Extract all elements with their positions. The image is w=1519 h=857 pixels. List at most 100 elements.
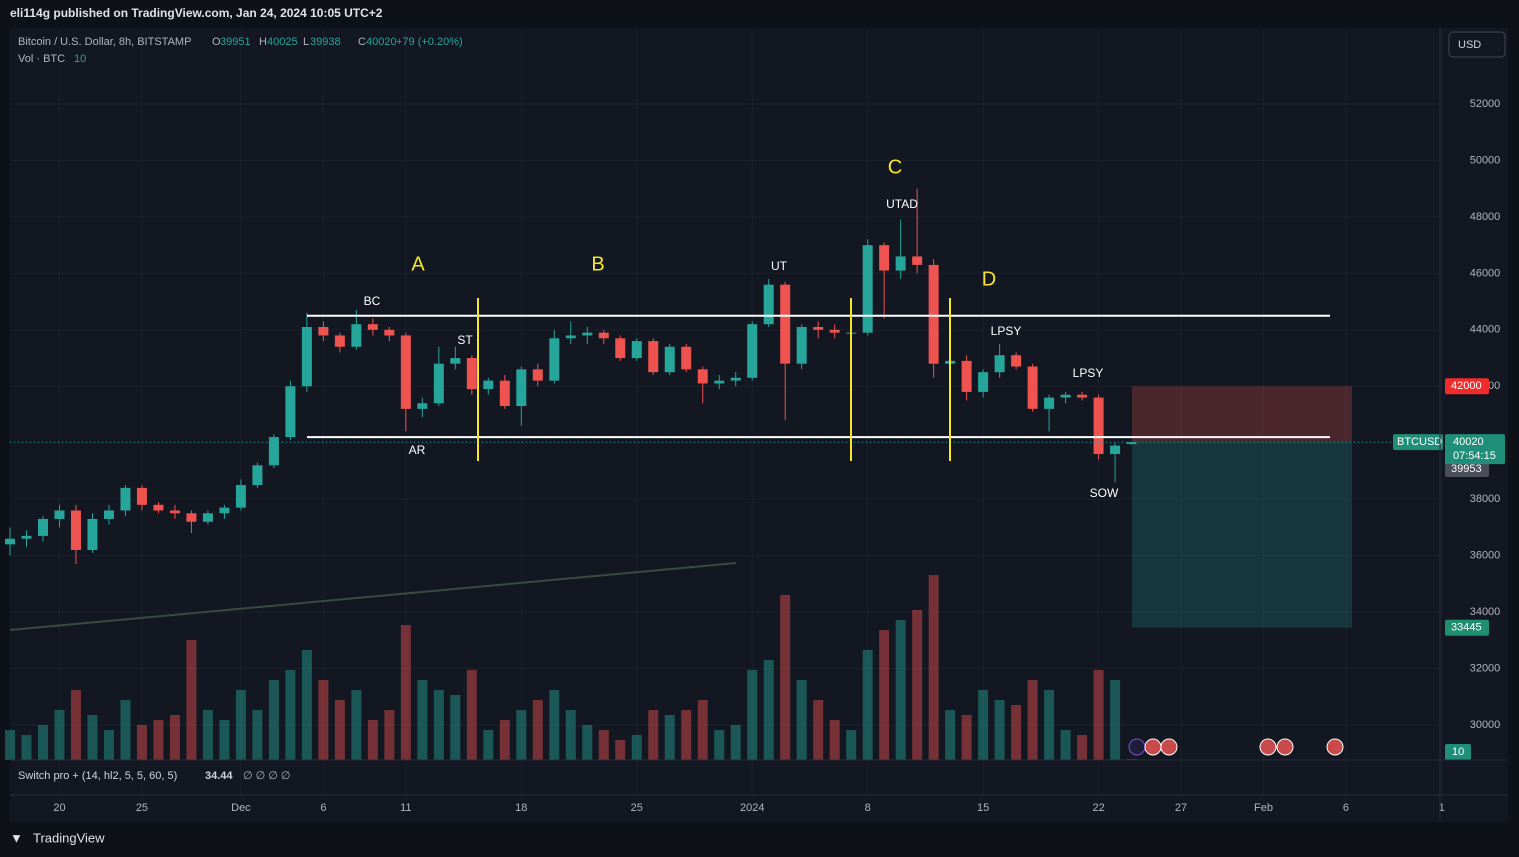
volume-bar	[235, 690, 246, 760]
candle-body	[384, 329, 395, 336]
volume-bar	[532, 700, 543, 760]
candle-body	[763, 284, 774, 325]
currency-button[interactable]	[1448, 31, 1506, 58]
marker-price-bg	[1445, 461, 1489, 478]
volume-bar	[730, 725, 741, 760]
candle-body	[730, 377, 741, 381]
volume-bar	[466, 670, 477, 760]
volume-last: 10	[74, 53, 86, 65]
candle-body	[813, 327, 824, 330]
volume-bar	[862, 650, 873, 760]
candle-body	[219, 507, 230, 514]
trendline	[9, 562, 737, 631]
x-tick-label: 11	[400, 802, 411, 814]
volume-bar	[186, 640, 197, 760]
event-icon[interactable]	[1144, 738, 1162, 756]
candle-body	[879, 245, 890, 271]
volume-title: Vol · BTC	[18, 53, 65, 65]
event-icon[interactable]	[1326, 738, 1344, 756]
wyckoff-label: ST	[457, 333, 473, 347]
candle-body	[615, 338, 626, 359]
candle-body	[5, 538, 15, 545]
candle-body	[417, 403, 428, 409]
candle-body	[252, 465, 263, 486]
last-price: 40020	[1453, 436, 1484, 448]
volume-bar	[1011, 705, 1022, 760]
candle-body	[367, 324, 378, 330]
candle-body	[70, 510, 81, 550]
volume-bar	[879, 630, 890, 760]
candle-body	[714, 380, 725, 384]
x-tick-label: 27	[1175, 802, 1187, 814]
phase-label: D	[982, 268, 996, 290]
candle-body	[829, 329, 840, 333]
candle-body	[301, 327, 312, 387]
volume-bar	[136, 725, 147, 760]
ticker-bg	[1393, 434, 1443, 451]
volume-bar	[120, 700, 131, 760]
x-tick-label: 18	[515, 802, 527, 814]
volume-bar	[219, 720, 230, 760]
y-tick-label: 50000	[1470, 154, 1501, 166]
candle-body	[433, 363, 444, 404]
candle-body	[37, 518, 48, 536]
y-tick-label: 48000	[1470, 211, 1501, 223]
candle-body	[202, 513, 213, 522]
volume-bar	[87, 715, 98, 760]
event-icon[interactable]	[1276, 738, 1294, 756]
ohlc-letter: L	[303, 36, 309, 48]
volume-bar	[21, 735, 32, 760]
target-zone	[1132, 442, 1352, 628]
indicator-outputs: ∅ ∅ ∅ ∅	[243, 770, 291, 782]
volume-bar	[912, 610, 923, 760]
candle-body	[1060, 394, 1071, 398]
candle-body	[994, 355, 1005, 373]
candle-body	[400, 335, 411, 409]
ohlc-value: 39938	[310, 36, 341, 48]
candle-body	[120, 487, 131, 511]
x-tick-label: 6	[1343, 802, 1349, 814]
x-tick-label: 1	[1439, 802, 1445, 814]
volume-bar	[1077, 735, 1088, 760]
x-tick-label: 25	[136, 802, 148, 814]
volume-bar	[664, 715, 675, 760]
volume-tag: 10	[1452, 746, 1464, 758]
candle-body	[1110, 445, 1121, 455]
candle-body	[796, 327, 807, 364]
y-tick-label: 32000	[1470, 662, 1501, 674]
volume-bar	[417, 680, 428, 760]
candle-body	[664, 346, 675, 373]
footer: TradingView	[33, 830, 105, 845]
x-tick-label: 20	[53, 802, 65, 814]
currency[interactable]: USD	[1458, 39, 1481, 51]
wyckoff-label: UTAD	[886, 197, 918, 211]
candle-body	[681, 346, 692, 370]
ticker: BTCUSD	[1397, 436, 1442, 448]
event-icon[interactable]	[1160, 738, 1178, 756]
last-price-bg	[1445, 434, 1505, 465]
ohlc-letter: O	[212, 36, 221, 48]
stop-price: 42000	[1451, 380, 1482, 392]
candle-body	[549, 338, 560, 381]
candle-body	[334, 335, 345, 347]
candle-body	[862, 245, 873, 333]
volume-bar	[1093, 670, 1104, 760]
candle-body	[582, 332, 593, 336]
volume-bar	[285, 670, 296, 760]
candle-body	[648, 341, 659, 373]
candle-body	[1011, 355, 1022, 367]
event-icon[interactable]	[1259, 738, 1277, 756]
x-tick-label: 22	[1092, 802, 1104, 814]
candle-body	[351, 324, 362, 347]
volume-bar	[202, 710, 213, 760]
volume-bar	[846, 730, 857, 760]
candle-body	[912, 256, 923, 265]
candle-body	[153, 504, 164, 511]
volume-bar	[367, 720, 378, 760]
volume-bar	[1110, 680, 1121, 760]
event-icon[interactable]	[1128, 738, 1146, 756]
candle-body	[1077, 394, 1088, 398]
candle-body	[285, 386, 296, 438]
volume-bar	[615, 740, 626, 760]
